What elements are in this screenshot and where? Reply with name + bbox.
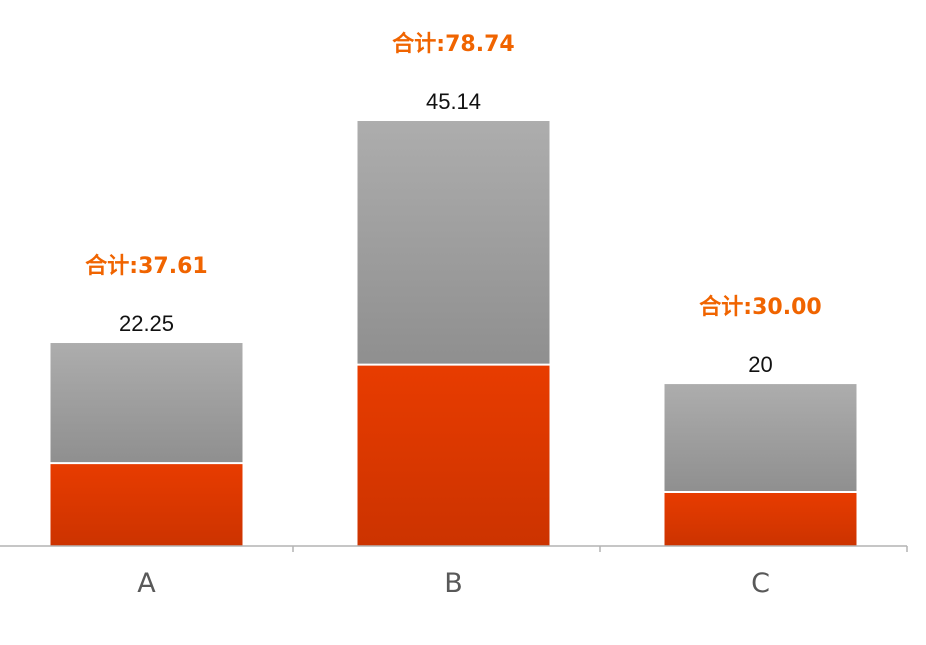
bar-segment-c-1 [664,492,857,546]
data-label: 20 [748,352,772,377]
bar-segment-a-2 [50,343,243,464]
data-label: 22.25 [119,311,174,336]
bar-segment-a-1 [50,463,243,546]
total-label: 合计:30.00 [699,294,821,320]
bar-segment-c-2 [664,384,857,493]
category-label: C [751,568,770,599]
bar-segment-b-1 [357,364,550,546]
category-label: A [137,568,156,599]
category-label: B [444,568,463,599]
total-label: 合计:78.74 [392,31,514,57]
bar-segment-b-2 [357,121,550,365]
data-label: 45.14 [426,89,481,114]
plot-area: 15.35722.25合计:37.61A33.645.14合计:78.74B10… [0,31,908,599]
total-label: 合计:37.61 [85,253,207,279]
